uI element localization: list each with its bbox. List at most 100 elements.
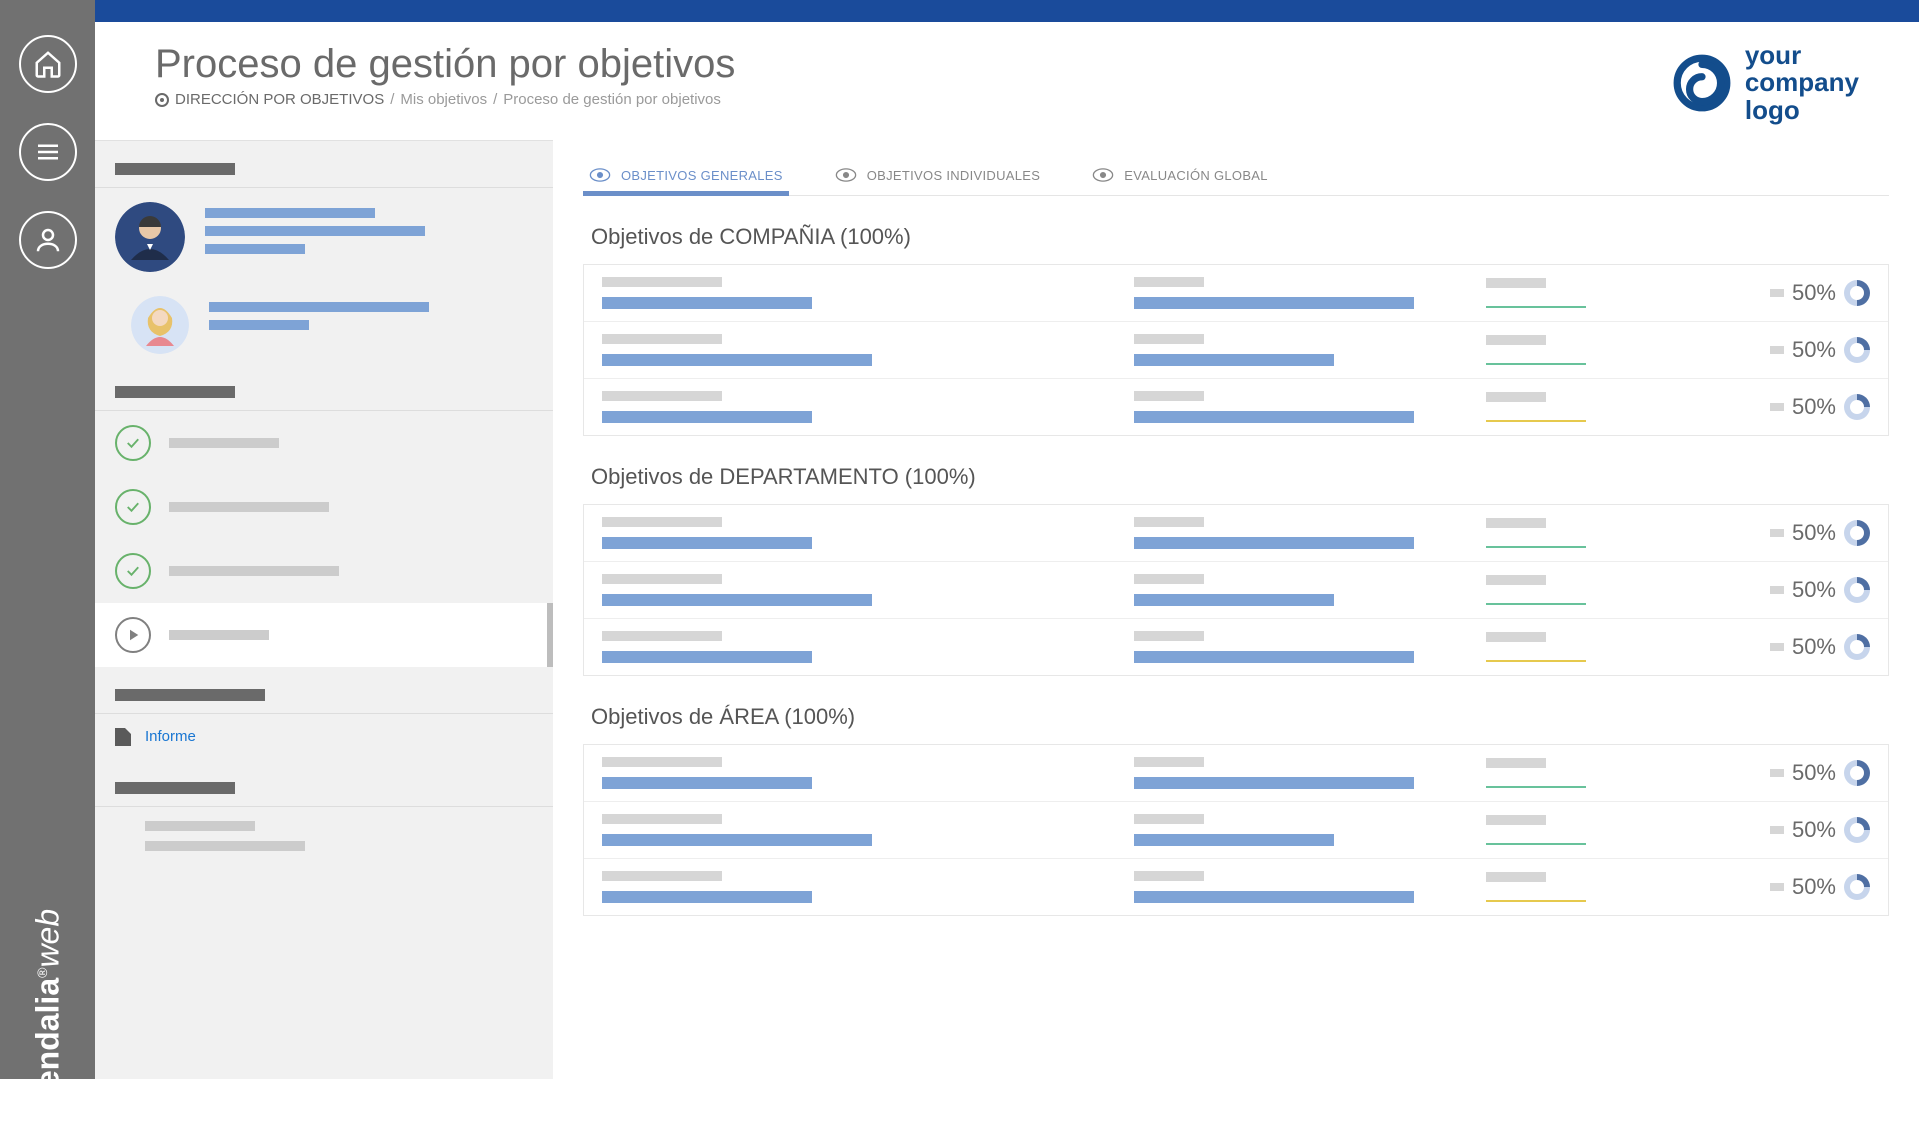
percent-value: 50% — [1792, 760, 1836, 786]
top-bar — [95, 0, 1919, 22]
placeholder-line — [1134, 834, 1334, 846]
breadcrumb: DIRECCIÓN POR OBJETIVOS / Mis objetivos … — [155, 91, 735, 108]
placeholder-line — [169, 438, 279, 448]
person-secondary[interactable] — [95, 282, 553, 364]
placeholder-line — [1486, 335, 1546, 345]
objective-row[interactable]: 50% — [584, 802, 1888, 859]
placeholder-line — [602, 631, 722, 641]
placeholder-line — [602, 411, 812, 423]
placeholder-line — [1134, 277, 1204, 287]
sidebar-step-active[interactable] — [95, 603, 553, 667]
objective-row[interactable]: 50% — [584, 859, 1888, 915]
objective-row[interactable]: 50% — [584, 619, 1888, 675]
content: OBJETIVOS GENERALES OBJETIVOS INDIVIDUALE… — [553, 140, 1919, 1079]
placeholder-line — [1770, 643, 1784, 651]
placeholder-line — [1134, 574, 1204, 584]
avatar-male-icon — [115, 202, 185, 272]
placeholder-line — [602, 777, 812, 789]
placeholder-line — [205, 208, 375, 218]
placeholder-line — [1134, 411, 1414, 423]
objective-row[interactable]: 50% — [584, 265, 1888, 322]
breadcrumb-sep: / — [390, 91, 394, 108]
breadcrumb-root[interactable]: DIRECCIÓN POR OBJETIVOS — [175, 91, 384, 108]
sidebar-section — [115, 782, 235, 794]
placeholder-line — [205, 244, 305, 254]
progress-line — [1486, 363, 1586, 365]
placeholder-line — [1134, 777, 1414, 789]
placeholder-line — [602, 537, 812, 549]
objective-row[interactable]: 50% — [584, 745, 1888, 802]
objective-row[interactable]: 50% — [584, 562, 1888, 619]
sidebar-section — [115, 689, 265, 701]
donut-chart — [1844, 817, 1870, 843]
placeholder-line — [169, 502, 329, 512]
sidebar-sub-items — [95, 807, 553, 865]
tab-label: OBJETIVOS GENERALES — [621, 168, 783, 183]
breadcrumb-current: Proceso de gestión por objetivos — [503, 91, 721, 108]
check-icon — [115, 425, 151, 461]
progress-line — [1486, 420, 1586, 422]
donut-chart — [1844, 394, 1870, 420]
check-icon — [115, 553, 151, 589]
sidebar: Informe — [95, 140, 553, 1079]
placeholder-line — [602, 594, 872, 606]
avatar-female-icon — [131, 296, 189, 354]
logo-swirl-icon — [1671, 52, 1733, 114]
breadcrumb-sep: / — [493, 91, 497, 108]
placeholder-line — [169, 630, 269, 640]
placeholder-line — [205, 226, 425, 236]
tab-2[interactable]: EVALUACIÓN GLOBAL — [1086, 158, 1274, 195]
logo-line-3: logo — [1745, 97, 1859, 124]
tab-1[interactable]: OBJETIVOS INDIVIDUALES — [829, 158, 1046, 195]
user-icon[interactable] — [19, 211, 77, 269]
menu-icon[interactable] — [19, 123, 77, 181]
placeholder-line — [1134, 594, 1334, 606]
placeholder-line — [1134, 517, 1204, 527]
target-icon — [155, 93, 169, 107]
percent-value: 50% — [1792, 634, 1836, 660]
sidebar-informe-link[interactable]: Informe — [95, 714, 553, 760]
company-logo: your company logo — [1671, 42, 1859, 124]
progress-line — [1486, 660, 1586, 662]
placeholder-line — [1770, 346, 1784, 354]
placeholder-line — [602, 814, 722, 824]
rail-brand: endalia®web — [29, 909, 66, 1132]
sidebar-section — [115, 163, 235, 175]
placeholder-line — [602, 757, 722, 767]
placeholder-line — [145, 841, 305, 851]
rail-brand-name: endalia — [29, 978, 65, 1088]
placeholder-line — [1486, 872, 1546, 882]
home-icon[interactable] — [19, 35, 77, 93]
placeholder-line — [1134, 537, 1414, 549]
objective-row[interactable]: 50% — [584, 379, 1888, 435]
percent-value: 50% — [1792, 874, 1836, 900]
placeholder-line — [209, 320, 309, 330]
person-primary[interactable] — [95, 188, 553, 282]
placeholder-line — [1486, 632, 1546, 642]
tab-0[interactable]: OBJETIVOS GENERALES — [583, 158, 789, 195]
percent-value: 50% — [1792, 337, 1836, 363]
placeholder-line — [1770, 883, 1784, 891]
sidebar-step-done[interactable] — [95, 411, 553, 475]
placeholder-line — [602, 574, 722, 584]
informe-label[interactable]: Informe — [145, 728, 196, 745]
rail-brand-sub: web — [29, 909, 65, 968]
objective-row[interactable]: 50% — [584, 505, 1888, 562]
breadcrumb-mid[interactable]: Mis objetivos — [400, 91, 487, 108]
donut-chart — [1844, 520, 1870, 546]
sidebar-step-done[interactable] — [95, 475, 553, 539]
placeholder-line — [1486, 518, 1546, 528]
progress-line — [1486, 603, 1586, 605]
placeholder-line — [145, 821, 255, 831]
logo-line-1: your — [1745, 42, 1859, 69]
objectives-card: 50% 50% — [583, 264, 1889, 436]
donut-chart — [1844, 634, 1870, 660]
objective-row[interactable]: 50% — [584, 322, 1888, 379]
progress-line — [1486, 843, 1586, 845]
sidebar-step-done[interactable] — [95, 539, 553, 603]
donut-chart — [1844, 337, 1870, 363]
percent-value: 50% — [1792, 520, 1836, 546]
placeholder-line — [1134, 354, 1334, 366]
page-title: Proceso de gestión por objetivos — [155, 42, 735, 87]
placeholder-line — [602, 277, 722, 287]
